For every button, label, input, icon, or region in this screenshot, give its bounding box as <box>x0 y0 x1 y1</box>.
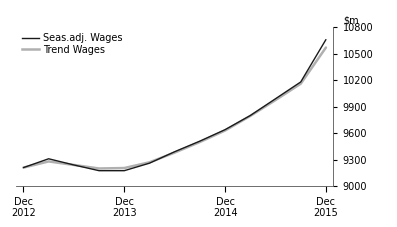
Seas.adj. Wages <box>223 128 227 131</box>
Line: Seas.adj. Wages: Seas.adj. Wages <box>23 39 326 171</box>
Seas.adj. Wages <box>172 150 177 153</box>
Seas.adj. Wages <box>46 157 51 160</box>
Trend Wages <box>197 141 202 143</box>
Trend Wages <box>298 82 303 85</box>
Seas.adj. Wages <box>71 164 76 166</box>
Trend Wages <box>122 167 127 169</box>
Seas.adj. Wages <box>298 81 303 83</box>
Seas.adj. Wages <box>97 169 102 172</box>
Seas.adj. Wages <box>273 97 278 100</box>
Trend Wages <box>248 115 252 117</box>
Text: $m: $m <box>343 16 359 26</box>
Seas.adj. Wages <box>147 162 152 165</box>
Seas.adj. Wages <box>248 114 252 117</box>
Line: Trend Wages: Trend Wages <box>23 47 326 168</box>
Trend Wages <box>223 129 227 132</box>
Seas.adj. Wages <box>122 169 127 172</box>
Trend Wages <box>147 161 152 164</box>
Trend Wages <box>273 99 278 101</box>
Trend Wages <box>21 166 26 169</box>
Legend: Seas.adj. Wages, Trend Wages: Seas.adj. Wages, Trend Wages <box>21 32 123 56</box>
Trend Wages <box>71 164 76 166</box>
Seas.adj. Wages <box>324 38 328 41</box>
Trend Wages <box>172 151 177 154</box>
Trend Wages <box>46 160 51 163</box>
Seas.adj. Wages <box>21 166 26 169</box>
Seas.adj. Wages <box>197 140 202 143</box>
Trend Wages <box>97 167 102 170</box>
Trend Wages <box>324 46 328 49</box>
